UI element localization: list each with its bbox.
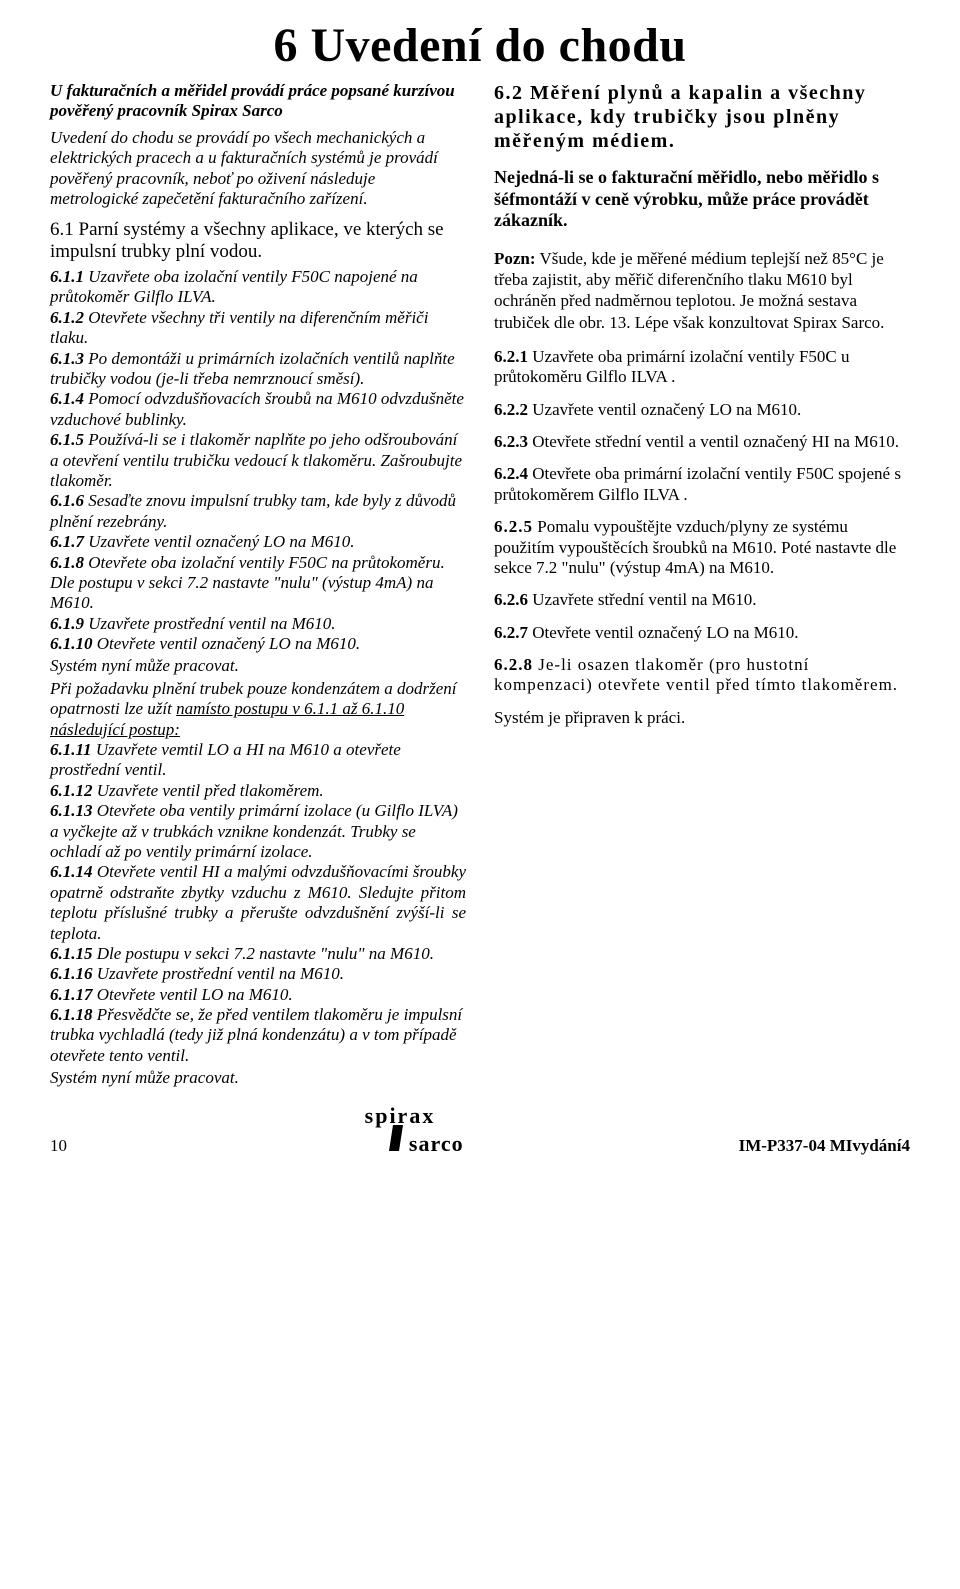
step-6-1-14: 6.1.14 Otevřete ventil HI a malými odvzd… xyxy=(50,862,466,944)
step-6-2-1: 6.2.1 Uzavřete oba primární izolační ven… xyxy=(494,347,910,388)
system-ready: Systém je připraven k práci. xyxy=(494,708,910,728)
step-6-1-2: 6.1.2 Otevřete všechny tři ventily na di… xyxy=(50,308,466,349)
step-6-2-7: 6.2.7 Otevřete ventil označený LO na M61… xyxy=(494,623,910,643)
step-6-1-17: 6.1.17 Otevřete ventil LO na M610. xyxy=(50,985,466,1005)
step-6-2-2: 6.2.2 Uzavřete ventil označený LO na M61… xyxy=(494,400,910,420)
heading-6-1: 6.1 Parní systémy a všechny aplikace, ve… xyxy=(50,219,466,263)
step-6-1-15: 6.1.15 Dle postupu v sekci 7.2 nastavte … xyxy=(50,944,466,964)
steps-6-2: 6.2.1 Uzavřete oba primární izolační ven… xyxy=(494,347,910,696)
right-bold-note: Nejedná-li se o fakturační měřidlo, nebo… xyxy=(494,167,910,232)
system-now-1: Systém nyní může pracovat. xyxy=(50,656,466,676)
pozn-paragraph: Pozn: Všude, kde je měřené médium teplej… xyxy=(494,248,910,333)
steps-6-1b: 6.1.11 Uzavřete vemtil LO a HI na M610 a… xyxy=(50,740,466,1066)
step-6-1-11: 6.1.11 Uzavřete vemtil LO a HI na M610 a… xyxy=(50,740,466,781)
columns: U fakturačních a měřidel provádí práce p… xyxy=(50,81,910,1089)
step-6-1-5: 6.1.5 Používá-li se i tlakoměr naplňte p… xyxy=(50,430,466,491)
step-6-1-8: 6.1.8 Otevřete oba izolační ventily F50C… xyxy=(50,553,466,614)
step-6-1-10: 6.1.10 Otevřete ventil označený LO na M6… xyxy=(50,634,466,654)
logo: spirax sarco xyxy=(130,1107,670,1157)
doc-code: IM-P337-04 MIvydání4 xyxy=(670,1136,910,1156)
intro-bold-note: U fakturačních a měřidel provádí práce p… xyxy=(50,81,466,122)
step-6-1-1: 6.1.1 Uzavřete oba izolační ventily F50C… xyxy=(50,267,466,308)
logo-slash-icon xyxy=(389,1125,403,1151)
step-6-1-16: 6.1.16 Uzavřete prostřední ventil na M61… xyxy=(50,964,466,984)
footer: 10 spirax sarco IM-P337-04 MIvydání4 xyxy=(50,1107,910,1157)
page: 6 Uvedení do chodu U fakturačních a měři… xyxy=(0,0,960,1180)
step-6-2-6: 6.2.6 Uzavřete střední ventil na M610. xyxy=(494,590,910,610)
step-6-1-4: 6.1.4 Pomocí odvzdušňovacích šroubů na M… xyxy=(50,389,466,430)
step-6-1-18: 6.1.18 Přesvědčte se, že před ventilem t… xyxy=(50,1005,466,1066)
system-now-2: Systém nyní může pracovat. xyxy=(50,1068,466,1088)
logo-line-1: spirax xyxy=(365,1107,436,1126)
step-6-2-3: 6.2.3 Otevřete střední ventil a ventil o… xyxy=(494,432,910,452)
step-6-2-4: 6.2.4 Otevřete oba primární izolační ven… xyxy=(494,464,910,505)
step-6-2-8: 6.2.8 Je-li osazen tlakoměr (pro hustotn… xyxy=(494,655,910,696)
document-title: 6 Uvedení do chodu xyxy=(50,18,910,73)
step-6-2-5: 6.2.5 Pomalu vypouštějte vzduch/plyny ze… xyxy=(494,517,910,578)
logo-line-2: sarco xyxy=(409,1135,464,1154)
step-6-1-12: 6.1.12 Uzavřete ventil před tlakoměrem. xyxy=(50,781,466,801)
step-6-1-9: 6.1.9 Uzavřete prostřední ventil na M610… xyxy=(50,614,466,634)
step-6-1-7: 6.1.7 Uzavřete ventil označený LO na M61… xyxy=(50,532,466,552)
alt-intro: Při požadavku plnění trubek pouze konden… xyxy=(50,679,466,740)
heading-6-2: 6.2 Měření plynů a kapalin a všechny apl… xyxy=(494,81,910,153)
page-number: 10 xyxy=(50,1136,130,1156)
step-6-1-6: 6.1.6 Sesaďte znovu impulsní trubky tam,… xyxy=(50,491,466,532)
steps-6-1: 6.1.1 Uzavřete oba izolační ventily F50C… xyxy=(50,267,466,654)
step-6-1-13: 6.1.13 Otevřete oba ventily primární izo… xyxy=(50,801,466,862)
right-column: 6.2 Měření plynů a kapalin a všechny apl… xyxy=(494,81,910,1089)
left-column: U fakturačních a měřidel provádí práce p… xyxy=(50,81,466,1089)
step-6-1-3: 6.1.3 Po demontáži u primárních izolační… xyxy=(50,349,466,390)
intro-paragraph: Uvedení do chodu se provádí po všech mec… xyxy=(50,128,466,210)
